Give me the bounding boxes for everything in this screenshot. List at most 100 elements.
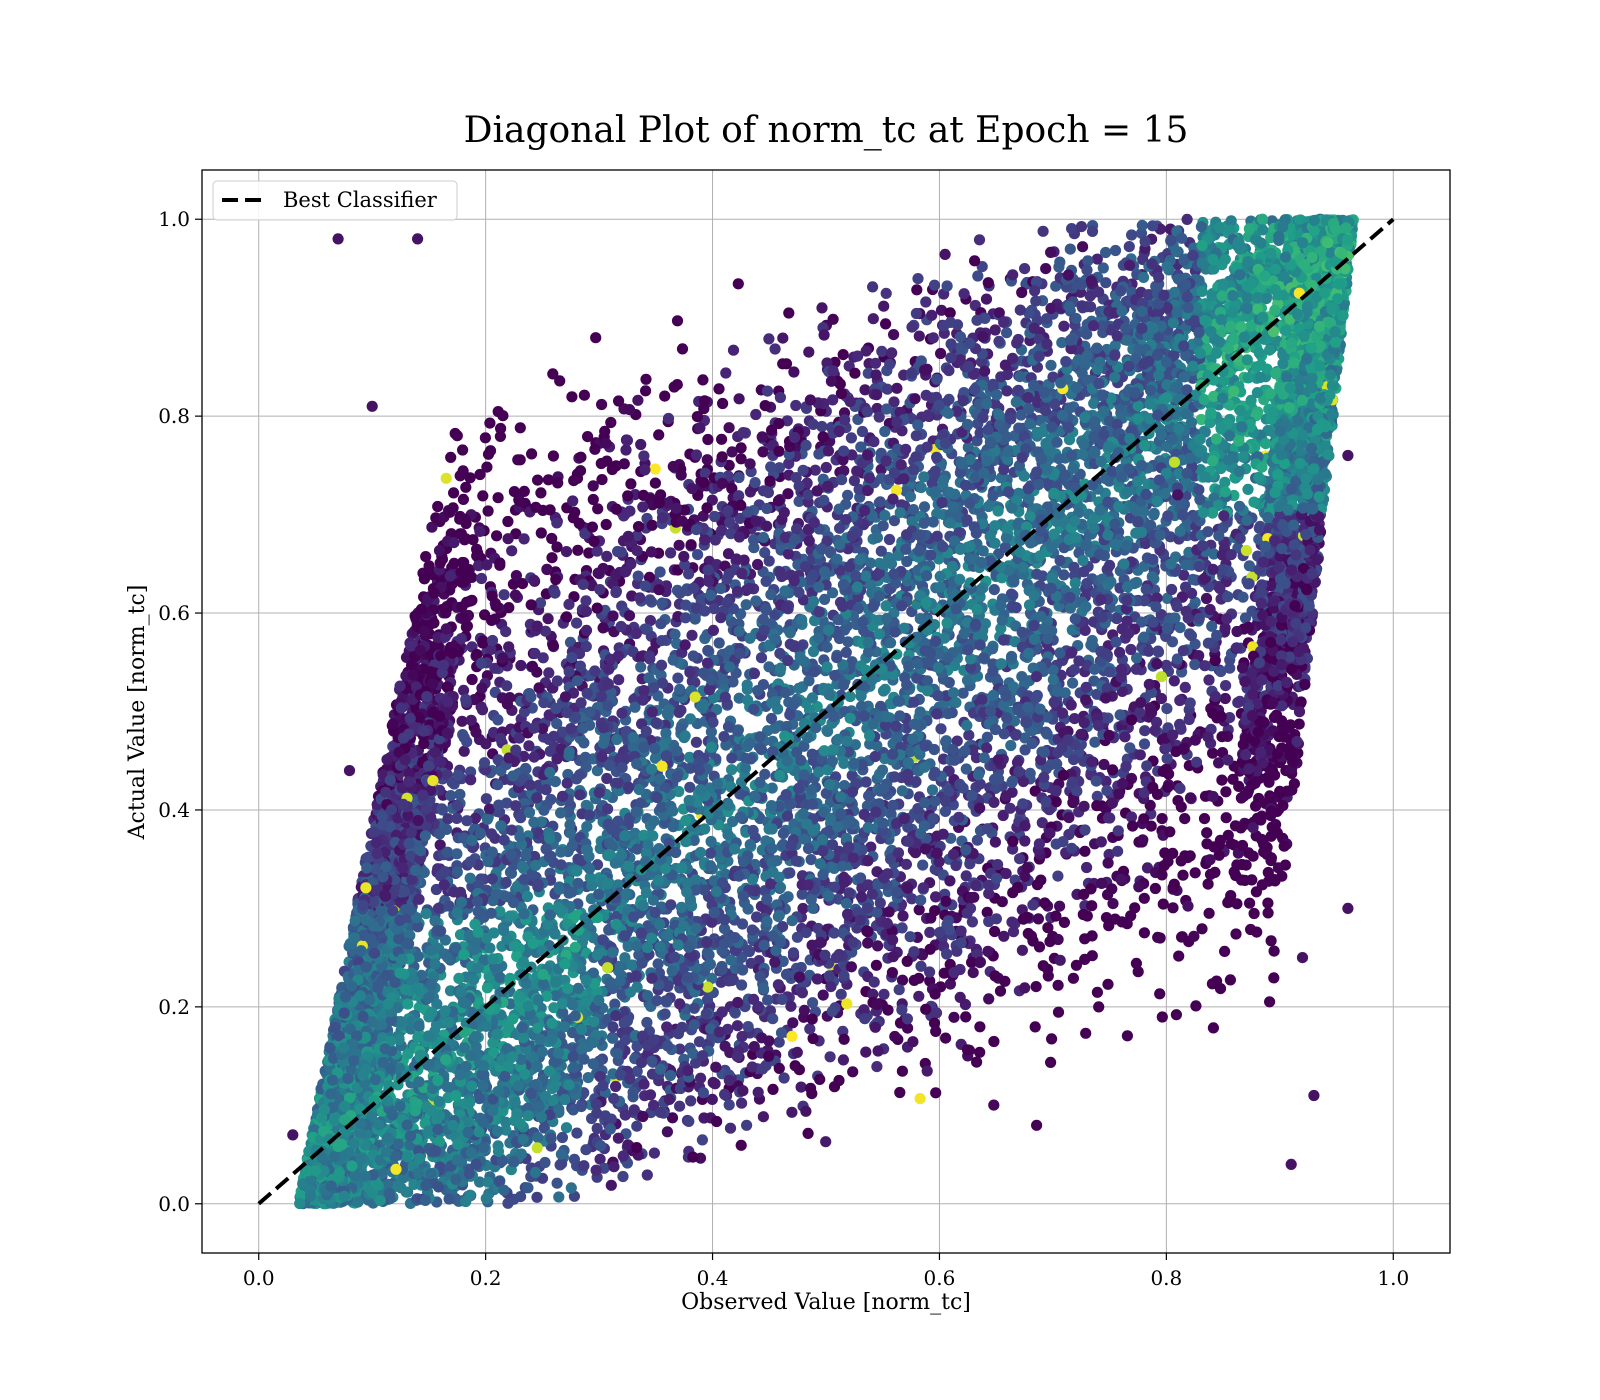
scatter-point — [1058, 320, 1070, 332]
scatter-point — [918, 501, 931, 513]
scatter-point — [983, 888, 995, 900]
scatter-point — [702, 433, 714, 446]
scatter-point — [954, 331, 967, 343]
scatter-point — [983, 993, 995, 1005]
scatter-point — [1244, 897, 1256, 909]
scatter-point — [591, 765, 604, 777]
scatter-point — [502, 515, 514, 528]
scatter-point — [1148, 507, 1160, 519]
scatter-point — [578, 389, 591, 401]
scatter-point — [974, 1021, 986, 1033]
scatter-point — [426, 521, 438, 533]
scatter-point — [894, 1086, 906, 1099]
scatter-point — [484, 417, 496, 429]
scatter-point — [1016, 944, 1028, 956]
scatter-point — [926, 784, 939, 796]
scatter-point — [659, 390, 671, 402]
scatter-point — [1081, 861, 1093, 874]
scatter-point — [500, 1124, 512, 1136]
scatter-point — [673, 539, 685, 551]
scatter-point — [1089, 736, 1101, 748]
scatter-point — [989, 925, 1001, 938]
scatter-point — [924, 926, 936, 939]
scatter-point — [838, 757, 850, 770]
scatter-point — [1107, 898, 1119, 910]
scatter-point — [921, 441, 933, 453]
scatter-point — [803, 346, 815, 358]
scatter-point — [901, 955, 913, 968]
scatter-point — [867, 988, 879, 1000]
scatter-point — [1181, 213, 1193, 225]
scatter-point — [1097, 262, 1109, 274]
scatter-point — [820, 461, 832, 474]
scatter-point — [716, 451, 728, 463]
scatter-point — [547, 450, 560, 462]
scatter-point — [1216, 774, 1228, 786]
scatter-point — [641, 1169, 653, 1181]
scatter-point — [661, 1126, 674, 1138]
scatter-point — [523, 740, 535, 752]
scatter-point — [549, 776, 562, 788]
scatter-point — [880, 318, 892, 330]
scatter-point — [649, 477, 662, 489]
chart-title: Diagonal Plot of norm_tc at Epoch = 15 — [464, 110, 1189, 151]
scatter-point — [809, 464, 821, 476]
scatter-point — [917, 859, 929, 871]
scatter-point — [907, 1036, 919, 1048]
scatter-point — [502, 533, 514, 545]
scatter-point — [1149, 882, 1161, 895]
scatter-point — [845, 432, 858, 444]
scatter-point — [1166, 583, 1178, 596]
scatter-point — [532, 474, 544, 486]
scatter-point — [1243, 847, 1255, 859]
scatter-point — [596, 398, 608, 411]
scatter-point — [791, 1046, 803, 1058]
scatter-point — [661, 1021, 673, 1033]
scatter-point — [893, 984, 905, 996]
scatter-point — [1019, 835, 1031, 847]
scatter-point — [466, 673, 478, 686]
scatter-point — [492, 714, 504, 726]
scatter-point — [1001, 327, 1013, 339]
scatter-point — [998, 930, 1010, 942]
scatter-point — [695, 1072, 707, 1084]
scatter-point — [1161, 703, 1173, 715]
scatter-point — [1045, 359, 1057, 371]
scatter-point — [1138, 738, 1151, 750]
scatter-point — [888, 515, 901, 527]
scatter-point — [1143, 678, 1155, 690]
scatter-point — [814, 1073, 826, 1085]
scatter-point — [1102, 857, 1114, 869]
scatter-point — [888, 396, 900, 408]
scatter-point — [837, 679, 850, 691]
scatter-point — [920, 296, 932, 308]
scatter-point — [795, 1081, 807, 1093]
scatter-point — [724, 1122, 737, 1134]
scatter-point — [620, 444, 632, 456]
scatter-point — [894, 506, 906, 519]
scatter-point — [590, 332, 602, 344]
scatter-point — [876, 345, 888, 357]
scatter-point — [621, 434, 634, 446]
scatter-point — [1037, 960, 1049, 972]
scatter-point — [717, 397, 729, 410]
scatter-point — [562, 768, 574, 781]
scatter-point — [653, 429, 665, 441]
scatter-point — [1054, 900, 1066, 912]
scatter-point — [807, 1032, 819, 1045]
scatter-point — [939, 805, 952, 818]
scatter-point — [572, 544, 584, 556]
scatter-point — [1155, 692, 1167, 705]
scatter-point — [1037, 225, 1049, 237]
scatter-point — [713, 637, 725, 649]
scatter-point — [506, 545, 518, 557]
scatter-point — [561, 777, 573, 789]
scatter-point — [1104, 559, 1116, 572]
scatter-point — [500, 626, 512, 638]
scatter-point — [896, 974, 909, 986]
scatter-point — [1160, 659, 1172, 671]
scatter-point — [993, 335, 1005, 347]
scatter-point — [1031, 1119, 1043, 1131]
scatter-point — [783, 307, 795, 319]
